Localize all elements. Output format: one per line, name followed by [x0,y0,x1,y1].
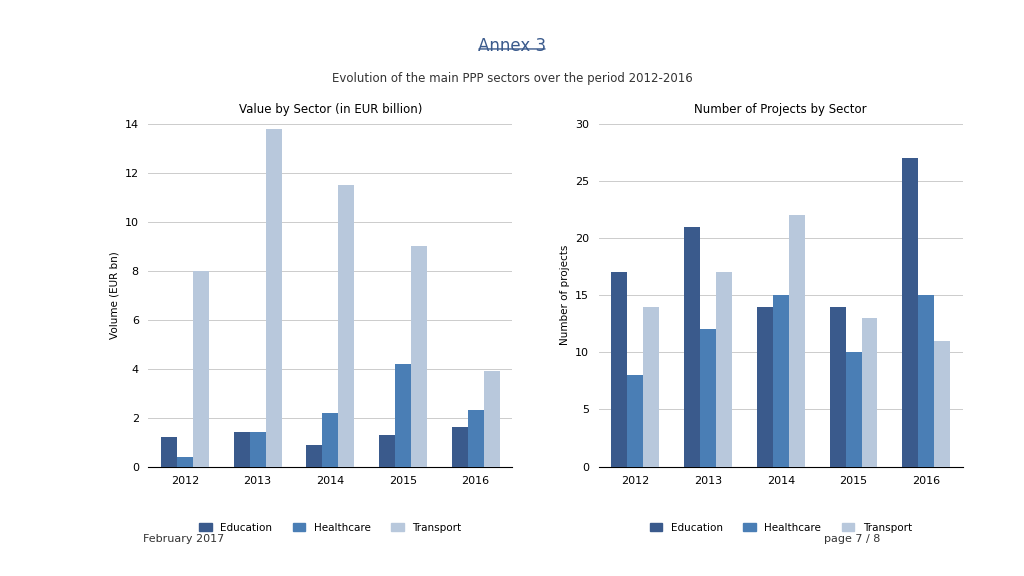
Text: page 7 / 8: page 7 / 8 [824,535,881,544]
Bar [788,215,805,467]
Bar [452,427,468,467]
Bar [306,445,323,467]
Bar [250,432,265,467]
Bar [700,329,716,467]
Bar [323,412,338,467]
Legend: Education, Healthcare, Transport: Education, Healthcare, Transport [645,518,916,537]
Bar [177,457,193,467]
Bar [338,185,354,467]
Bar [643,306,659,467]
Bar [265,129,282,467]
Bar [919,295,934,467]
Bar [411,247,427,467]
Bar [379,435,395,467]
Bar [468,410,483,467]
Legend: Education, Healthcare, Transport: Education, Healthcare, Transport [195,518,466,537]
Bar [628,375,643,467]
Title: Number of Projects by Sector: Number of Projects by Sector [694,103,867,116]
Bar [161,437,177,467]
Bar [611,272,628,467]
Bar [902,158,919,467]
Text: Evolution of the main PPP sectors over the period 2012-2016: Evolution of the main PPP sectors over t… [332,72,692,85]
Bar [716,272,732,467]
Bar [757,306,773,467]
Bar [829,306,846,467]
Bar [233,432,250,467]
Y-axis label: Volume (EUR bn): Volume (EUR bn) [110,251,119,339]
Text: Annex 3: Annex 3 [478,37,546,55]
Bar [193,271,209,467]
Bar [483,371,500,467]
Bar [846,353,861,467]
Y-axis label: Number of projects: Number of projects [560,245,569,346]
Bar [684,227,700,467]
Bar [773,295,788,467]
Text: February 2017: February 2017 [143,535,224,544]
Bar [395,364,411,467]
Title: Value by Sector (in EUR billion): Value by Sector (in EUR billion) [239,103,422,116]
Bar [861,318,878,467]
Bar [934,341,950,467]
